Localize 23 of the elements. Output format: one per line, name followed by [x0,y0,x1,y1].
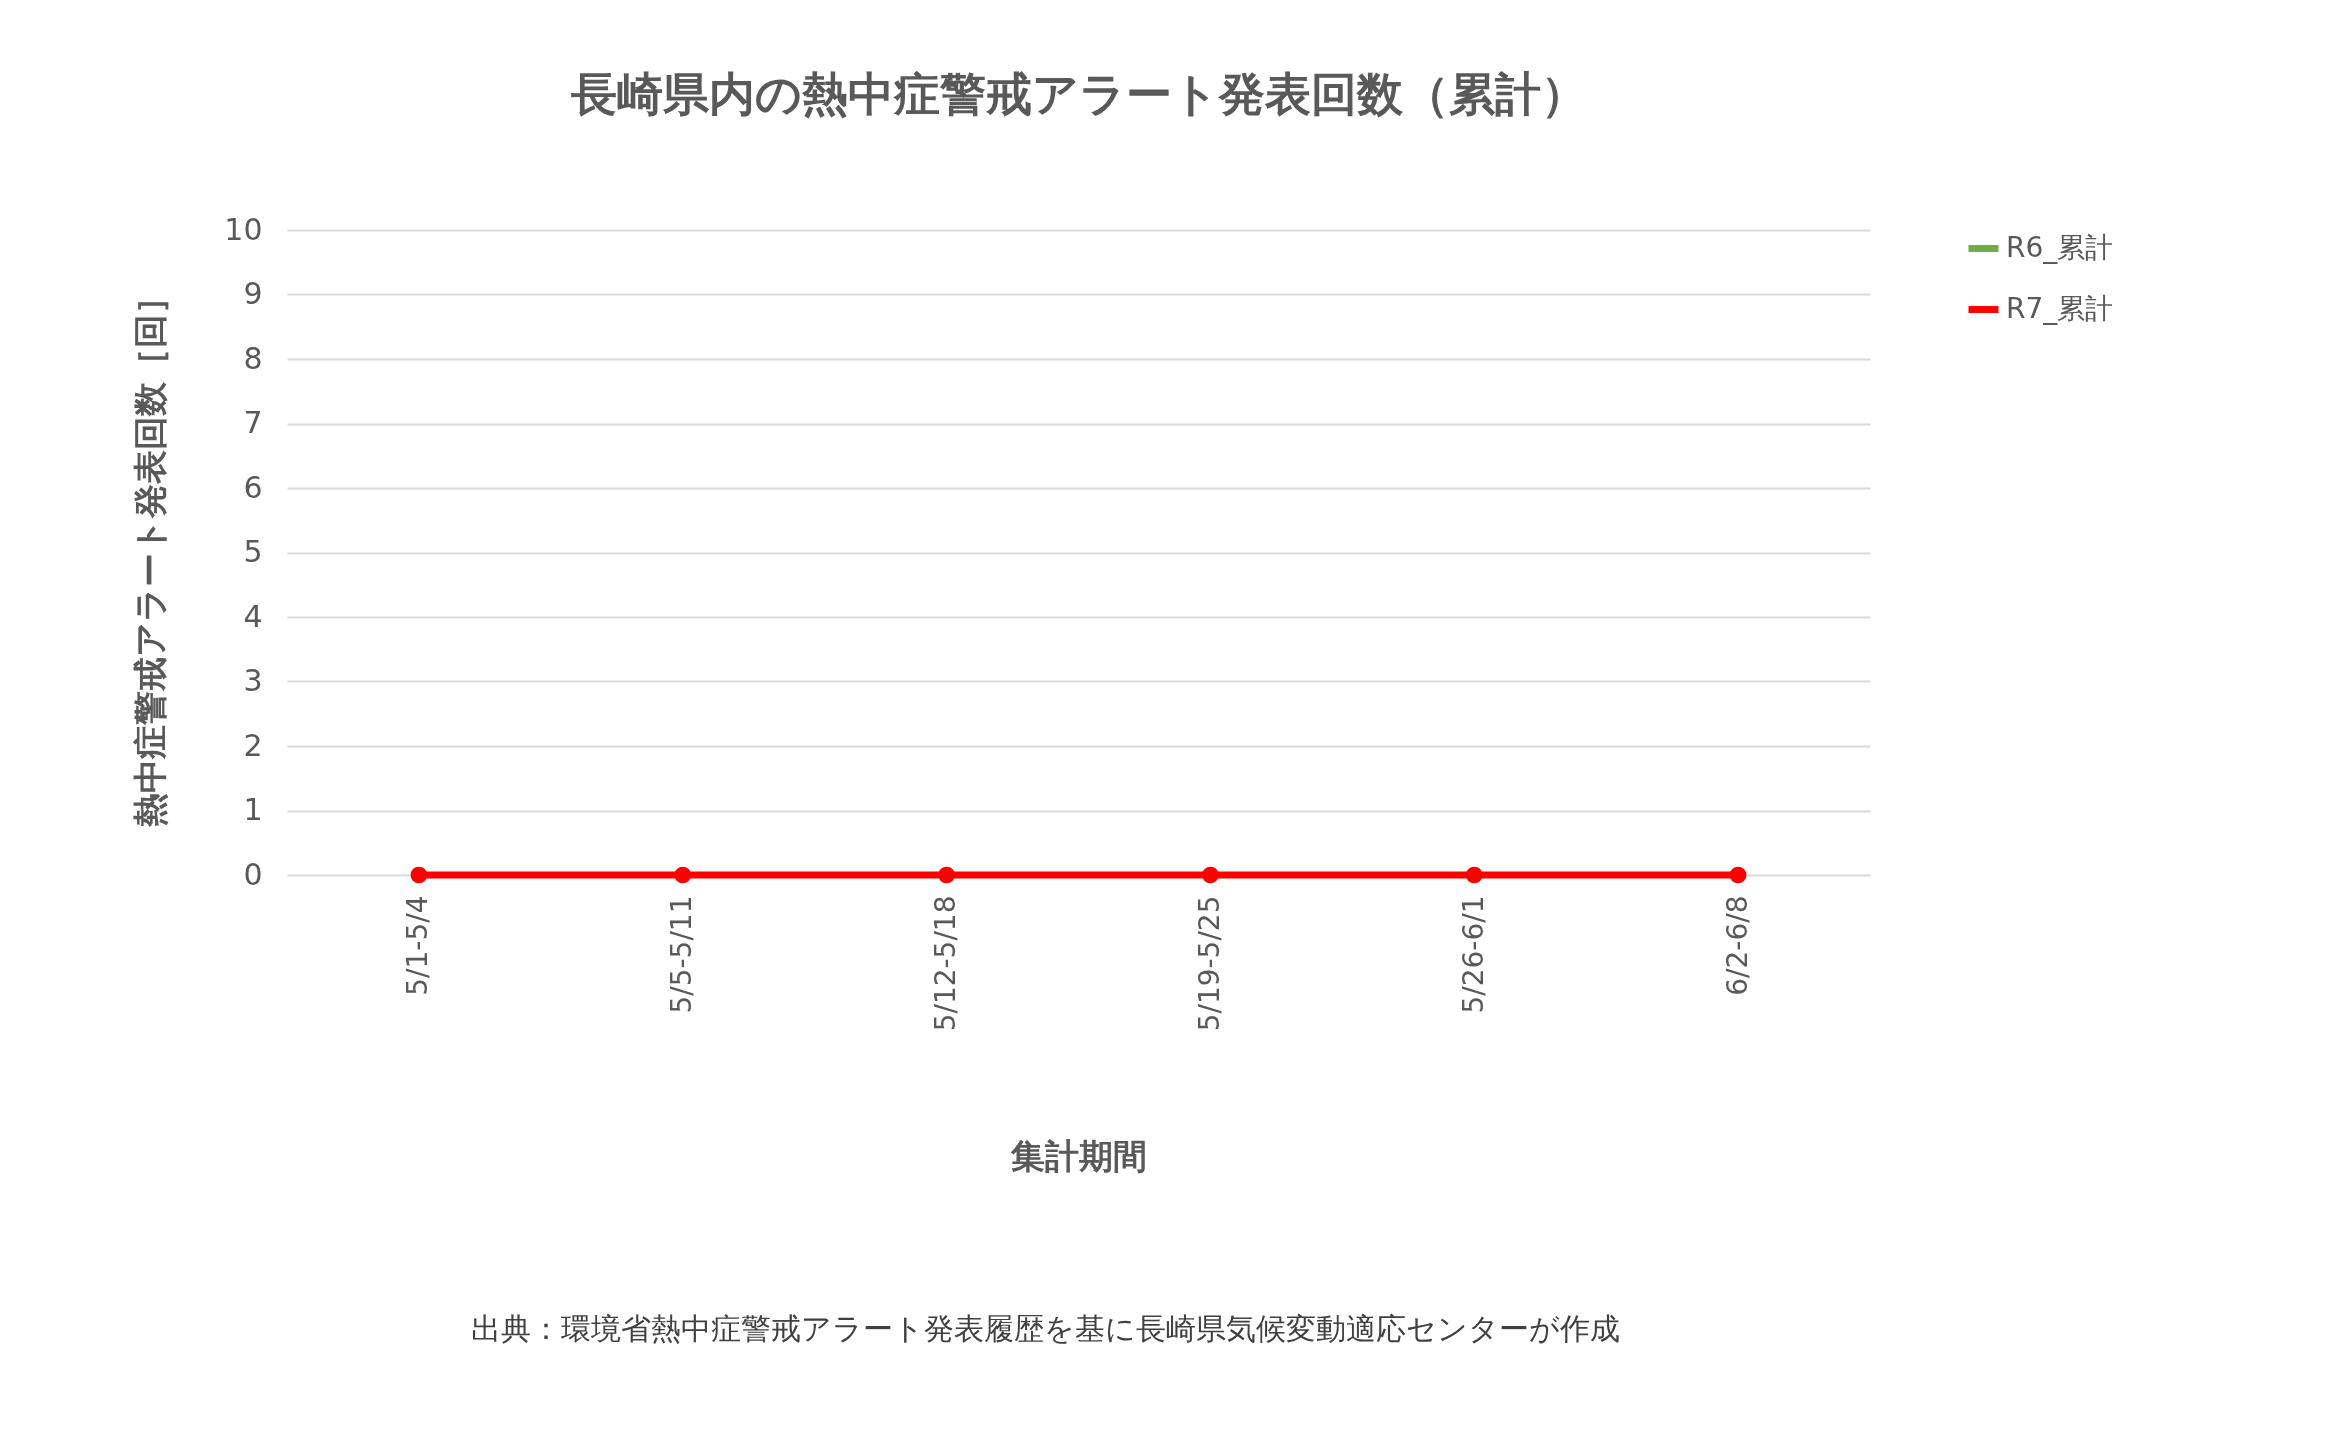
x-tick-label: 5/19-5/25 [1192,895,1226,1032]
source-note: 出典：環境省熱中症警戒アラート発表履歴を基に長崎県気候変動適応センターが作成 [470,1311,1620,1346]
chart-title: 長崎県内の熱中症警戒アラート発表回数（累計） [569,67,1587,121]
y-tick-label: 2 [243,727,263,763]
y-tick-label: 3 [243,663,263,698]
y-axis-title: 熱中症警戒アラート発表回数［回］ [130,279,171,828]
x-tick-label: 5/12-5/18 [929,895,963,1032]
x-tick-label: 5/26-6/1 [1456,895,1490,1014]
y-tick-label: 6 [243,469,263,505]
legend-label: R6_累計 [2006,230,2114,264]
y-tick-label: 9 [243,276,263,311]
y-tick-label: 4 [243,598,263,634]
y-tick-label: 8 [243,340,263,376]
y-tick-label: 1 [243,792,263,827]
y-tick-label: 5 [243,534,263,569]
x-tick-label: 6/2-6/8 [1720,895,1754,996]
y-tick-label: 7 [243,405,263,440]
y-tick-label: 10 [224,211,263,247]
x-tick-label: 5/1-5/4 [401,895,435,996]
x-axis-title: 集計期間 [1010,1136,1147,1177]
y-tick-label: 0 [243,856,263,892]
x-tick-label: 5/5-5/11 [665,895,699,1014]
legend-label: R7_累計 [2006,291,2114,325]
